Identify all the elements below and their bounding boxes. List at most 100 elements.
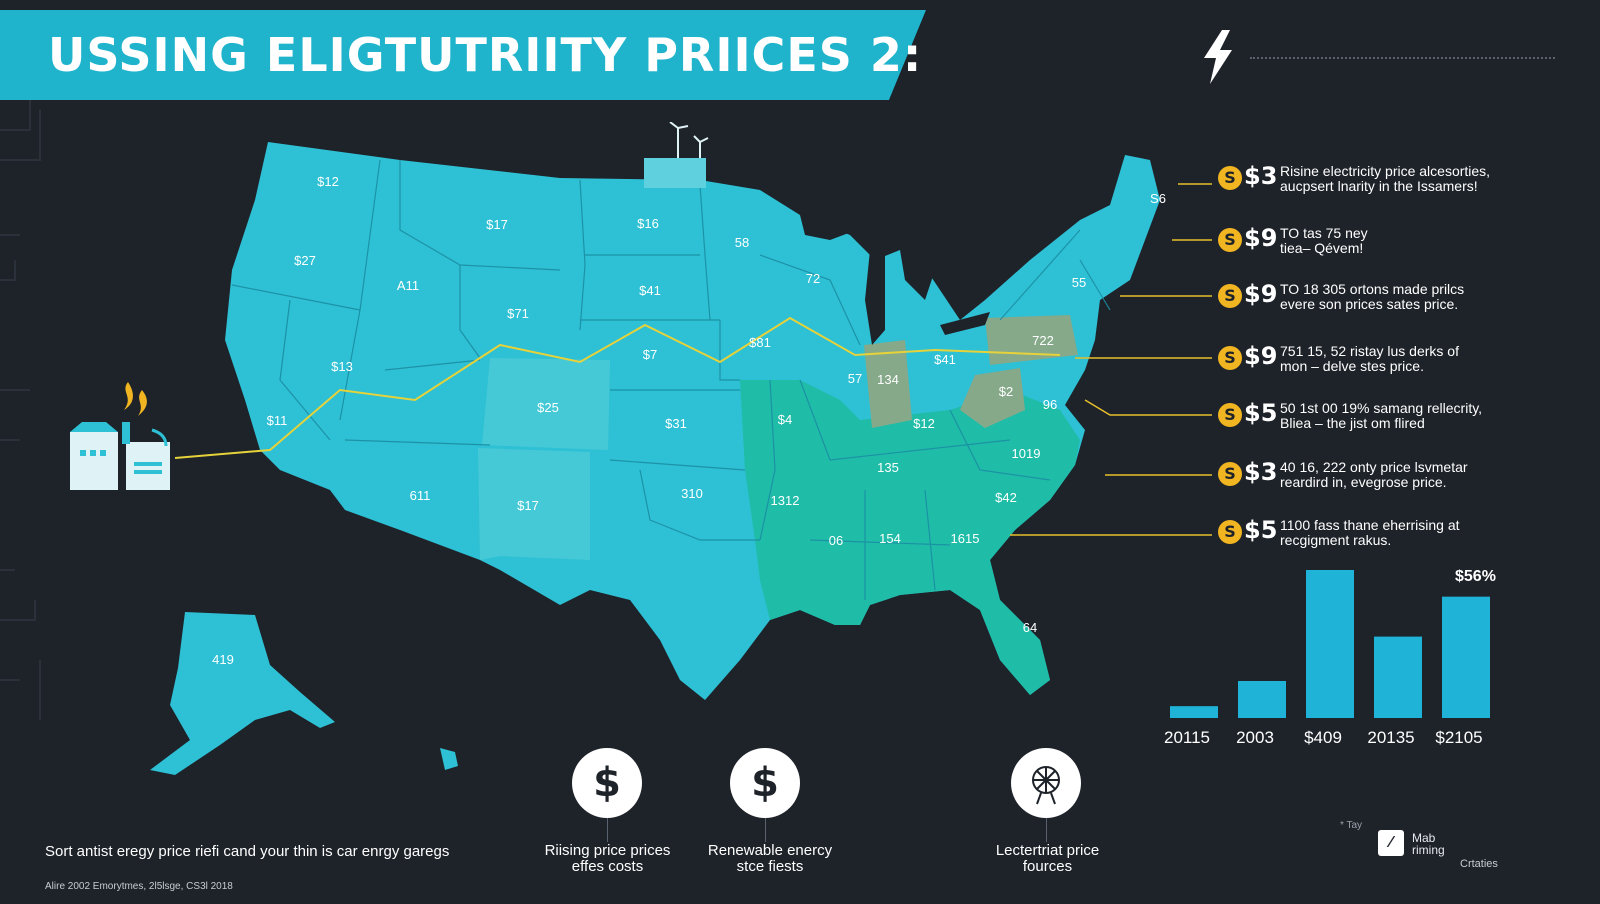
connector-lines [1010, 183, 1212, 536]
state-price-label: 58 [735, 235, 749, 250]
state-price-label: 1615 [951, 531, 980, 546]
price-trend-line [174, 316, 1061, 459]
state-price-label: $41 [934, 352, 956, 367]
lake-erie [940, 312, 990, 335]
price-value: $3 [1244, 162, 1278, 190]
hawaii-shape [440, 748, 458, 770]
bar-axis: 20115 2003 $409 20135 $2105 [1164, 728, 1510, 748]
bar-tick-label: 2003 [1236, 728, 1274, 747]
bar-annotation: $56% [1455, 568, 1496, 585]
price-description: 1100 fass thane eherrising at recgigment… [1280, 517, 1460, 548]
state-price-label: 57 [848, 371, 862, 386]
state-price-label: $41 [639, 283, 661, 298]
state-price-label: S6 [1150, 191, 1166, 206]
state-price-label: $31 [665, 416, 687, 431]
icon-stem [765, 818, 766, 842]
price-item: S $3 Risine electricity price alcesortie… [1218, 156, 1588, 196]
caption-renewable: Renewable enercy stce fiests [707, 842, 833, 875]
price-description: TO tas 75 ney tiea– Qévem! [1280, 225, 1368, 256]
brand-subtitle: Crtaties [1460, 858, 1498, 870]
state-price-label: 611 [410, 488, 431, 503]
bar [1170, 706, 1218, 718]
price-item: S $9 TO tas 75 ney tiea– Qévem! [1218, 218, 1588, 258]
lightning-bolt-icon [1204, 30, 1232, 84]
state-price-label: $27 [294, 253, 316, 268]
state-price-label: 1312 [771, 493, 800, 508]
icon-stem [1046, 818, 1047, 842]
state-price-label: 64 [1023, 620, 1037, 635]
price-value: $9 [1244, 224, 1278, 252]
state-price-label: A11 [397, 278, 419, 293]
west-virginia-shape [960, 368, 1025, 428]
brand-tag: * Tay [1340, 820, 1363, 831]
state-price-label: $2 [999, 384, 1013, 399]
price-description: 751 15, 52 ristay lus derks of mon – del… [1280, 343, 1459, 374]
lake-huron [900, 250, 935, 300]
bar-tick-label: 20115 [1163, 728, 1210, 747]
state-price-label: 06 [829, 533, 843, 548]
bar [1306, 570, 1354, 718]
caption-electric-sources: Lectertriat price fources [995, 842, 1100, 875]
icon-stem [607, 818, 608, 842]
state-price-label: $17 [517, 498, 539, 513]
state-price-label: 135 [877, 460, 899, 475]
state-price-label: 310 [681, 486, 703, 501]
state-price-label: $81 [749, 335, 771, 350]
state-price-label: 1019 [1012, 446, 1041, 461]
coin-icon: S [1218, 228, 1242, 252]
coin-icon: S [1218, 520, 1242, 544]
coin-icon: S [1218, 403, 1242, 427]
new-mexico-shape [478, 448, 590, 560]
state-price-label: 96 [1043, 397, 1057, 412]
brand-name: Mab riming [1412, 831, 1445, 857]
state-price-label: $13 [331, 359, 353, 374]
caption-rising-prices: Riising price prices effes costs [544, 842, 671, 875]
circuit-decoration [0, 100, 41, 720]
title-banner [0, 10, 926, 100]
price-item: S $3 40 16, 222 onty price lsvmetar rear… [1218, 452, 1588, 492]
wind-turbine-icon [1011, 748, 1081, 818]
alaska-shape [150, 612, 335, 775]
source-footnote: Alire 2002 Emorytmes, 2l5lsge, CS3l 2018 [45, 881, 233, 892]
price-description: 40 16, 222 onty price lsvmetar reardird … [1280, 459, 1468, 490]
state-price-label: 55 [1072, 275, 1086, 290]
price-item: S $5 1100 fass thane eherrising at recgi… [1218, 510, 1588, 550]
bar [1374, 636, 1422, 718]
bar [1238, 681, 1286, 718]
state-price-label: $7 [643, 347, 657, 362]
coin-icon: S [1218, 166, 1242, 190]
price-value: $9 [1244, 342, 1278, 370]
state-price-label: $12 [913, 416, 935, 431]
price-description: TO 18 305 ortons made prilcs evere son p… [1280, 281, 1465, 312]
page-title: USSING ELIGTUTRIITY PRIICES 2: [48, 28, 923, 82]
southeast-region [740, 380, 1080, 695]
colorado-shape [482, 358, 610, 450]
price-description: Risine electricity price alcesorties, au… [1280, 163, 1491, 194]
price-description: 50 1st 00 19% samang rellecrity, Bliea –… [1280, 400, 1483, 431]
factory-icon [644, 122, 709, 188]
state-price-label: 134 [877, 372, 899, 387]
coin-icon: S [1218, 462, 1242, 486]
bar-tick-label: 20135 [1367, 728, 1415, 747]
state-price-label: $16 [637, 216, 659, 231]
state-price-label: $25 [537, 400, 559, 415]
state-price-label: $4 [778, 412, 792, 427]
state-price-label: 72 [806, 271, 820, 286]
state-price-label: $42 [995, 490, 1017, 505]
indiana-shape [864, 340, 912, 428]
dollar-icon: $ [730, 748, 800, 818]
state-price-label: $17 [486, 217, 508, 232]
power-plant-icon [70, 382, 170, 490]
price-bar-chart [1170, 570, 1490, 718]
bar-tick-label: $2105 [1435, 728, 1483, 747]
state-price-label: $11 [267, 413, 288, 428]
price-value: $3 [1244, 458, 1278, 486]
dotted-divider [1250, 57, 1555, 59]
coin-icon: S [1218, 346, 1242, 370]
state-price-label: 419 [212, 652, 234, 667]
state-price-label: 154 [879, 531, 901, 546]
lake-superior [800, 208, 870, 240]
state-price-label: 722 [1032, 333, 1054, 348]
bar [1442, 596, 1490, 718]
bar-tick-label: $409 [1304, 728, 1342, 747]
